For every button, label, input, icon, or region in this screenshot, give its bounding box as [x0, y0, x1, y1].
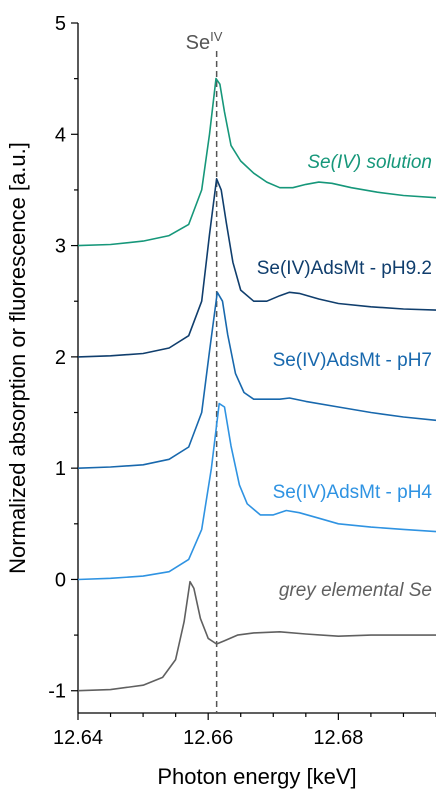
series-line-1 — [77, 77, 436, 247]
y-axis-ticks: -1 0 1 2 3 4 5 — [48, 13, 78, 703]
y-tick-label: 0 — [55, 569, 66, 591]
series-label-4: Se(IV)AdsMt - pH4 — [273, 482, 433, 503]
series-labels: Se(IV) solution Se(IV)AdsMt - pH9.2 Se(IV)… — [257, 152, 433, 601]
x-axis-ticks: 12.64 12.66 12.68 — [53, 713, 436, 749]
y-tick-label: -1 — [48, 681, 66, 703]
x-axis-label: Photon energy [keV] — [157, 764, 356, 789]
series-label-5: grey elemental Se — [279, 580, 432, 601]
reference-line-label: SeIV — [186, 29, 223, 54]
plot-frame — [77, 23, 436, 714]
series-label-2: Se(IV)AdsMt - pH9.2 — [257, 258, 432, 279]
series-label-3: Se(IV)AdsMt - pH7 — [273, 350, 432, 371]
x-tick-label: 12.64 — [53, 727, 103, 749]
y-tick-label: 4 — [55, 124, 66, 146]
series-line-2 — [77, 178, 436, 358]
y-tick-label: 5 — [55, 13, 66, 35]
reference-line: SeIV — [186, 29, 223, 713]
series-line-4 — [77, 402, 436, 581]
series-line-5 — [77, 580, 436, 692]
x-tick-label: 12.68 — [313, 727, 363, 749]
y-tick-label: 1 — [55, 458, 66, 480]
series-line-3 — [77, 291, 436, 469]
y-tick-label: 2 — [55, 347, 66, 369]
y-axis-label: Normalized absorption or fluorescence [a… — [5, 142, 30, 574]
x-tick-label: 12.66 — [183, 727, 233, 749]
y-tick-label: 3 — [55, 236, 66, 258]
series-label-1: Se(IV) solution — [307, 152, 432, 173]
series-lines — [77, 77, 436, 692]
